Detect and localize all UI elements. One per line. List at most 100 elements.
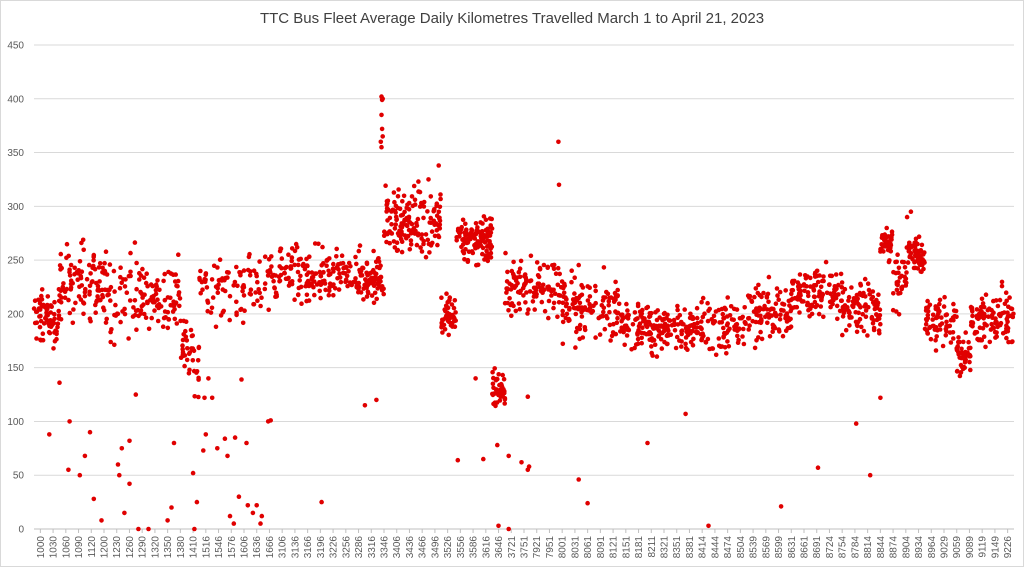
data-point — [418, 245, 423, 250]
data-point — [58, 267, 63, 272]
data-point — [937, 297, 943, 303]
x-tick-label: 9149 — [990, 536, 1001, 559]
data-point — [1003, 290, 1009, 296]
x-tick-label: 3106 — [278, 536, 289, 559]
x-tick-label: 3136 — [290, 536, 301, 559]
data-point — [930, 312, 936, 318]
data-point — [113, 302, 118, 308]
data-point — [144, 271, 149, 277]
data-point — [461, 236, 467, 242]
data-point — [690, 343, 696, 348]
x-tick-label: 8061 — [583, 536, 594, 559]
data-point — [720, 311, 726, 317]
x-tick-label: 8121 — [609, 536, 620, 559]
data-point — [506, 526, 512, 532]
data-point — [165, 518, 170, 523]
data-point — [389, 231, 394, 236]
data-point — [699, 326, 704, 332]
data-point — [174, 283, 179, 289]
data-point — [747, 323, 752, 328]
data-point — [758, 319, 764, 325]
data-point — [639, 311, 645, 316]
data-point — [34, 336, 39, 341]
data-point — [953, 308, 959, 314]
data-point — [161, 278, 166, 284]
data-point — [82, 453, 88, 459]
data-point — [778, 312, 783, 318]
data-point — [694, 315, 700, 321]
data-point — [853, 319, 859, 325]
data-point — [202, 395, 207, 401]
x-tick-label: 1606 — [240, 536, 251, 559]
data-point — [625, 308, 630, 313]
x-tick-label: 7951 — [545, 536, 556, 559]
data-point — [392, 199, 397, 205]
data-point — [531, 285, 537, 291]
data-point — [91, 258, 96, 263]
data-point — [190, 346, 196, 351]
data-point — [255, 298, 260, 304]
data-point — [675, 307, 680, 313]
data-point — [716, 307, 721, 313]
data-point — [601, 309, 606, 315]
data-point — [914, 252, 919, 257]
data-point — [115, 462, 121, 467]
data-point — [991, 325, 996, 331]
x-tick-label: 8569 — [761, 536, 772, 559]
data-point — [126, 336, 131, 341]
data-point — [402, 217, 408, 223]
data-point — [632, 310, 638, 315]
data-point — [194, 499, 200, 505]
data-point — [700, 295, 706, 301]
data-point — [68, 281, 74, 287]
data-point — [516, 301, 522, 306]
data-point — [491, 401, 496, 407]
data-point — [91, 254, 96, 260]
data-point — [178, 318, 183, 324]
data-point — [306, 270, 311, 275]
data-point — [331, 293, 336, 298]
data-point — [86, 262, 92, 268]
data-point — [409, 194, 415, 199]
data-point — [399, 249, 405, 255]
data-point — [905, 260, 911, 265]
data-point — [105, 292, 110, 298]
data-point — [137, 270, 142, 276]
data-point — [496, 523, 501, 529]
data-point — [821, 314, 826, 320]
data-point — [653, 310, 658, 315]
data-point — [266, 307, 272, 313]
data-point — [577, 300, 583, 306]
x-tick-label: 3166 — [303, 536, 314, 559]
data-point — [360, 265, 366, 271]
data-point — [95, 288, 100, 293]
data-point — [271, 278, 276, 284]
x-tick-label: 1380 — [176, 536, 187, 559]
data-point — [573, 345, 578, 350]
data-point — [980, 301, 986, 306]
data-point — [659, 323, 664, 329]
data-point — [613, 297, 618, 303]
data-point — [820, 291, 825, 297]
data-point — [956, 350, 961, 355]
data-point — [96, 265, 102, 270]
data-point — [425, 209, 430, 214]
data-points — [31, 94, 1016, 532]
data-point — [89, 279, 95, 285]
data-point — [428, 220, 434, 225]
data-point — [1003, 329, 1008, 335]
data-point — [944, 329, 949, 334]
data-point — [267, 268, 273, 273]
x-tick-label: 7921 — [532, 536, 543, 559]
data-point — [66, 253, 71, 259]
data-point — [551, 266, 557, 272]
data-point — [944, 323, 949, 329]
data-point — [70, 320, 76, 326]
data-point — [870, 321, 876, 326]
data-point — [784, 311, 790, 316]
data-point — [209, 305, 215, 311]
data-point — [1005, 319, 1010, 325]
data-point — [118, 265, 123, 271]
data-point — [241, 268, 247, 273]
data-point — [107, 262, 113, 267]
